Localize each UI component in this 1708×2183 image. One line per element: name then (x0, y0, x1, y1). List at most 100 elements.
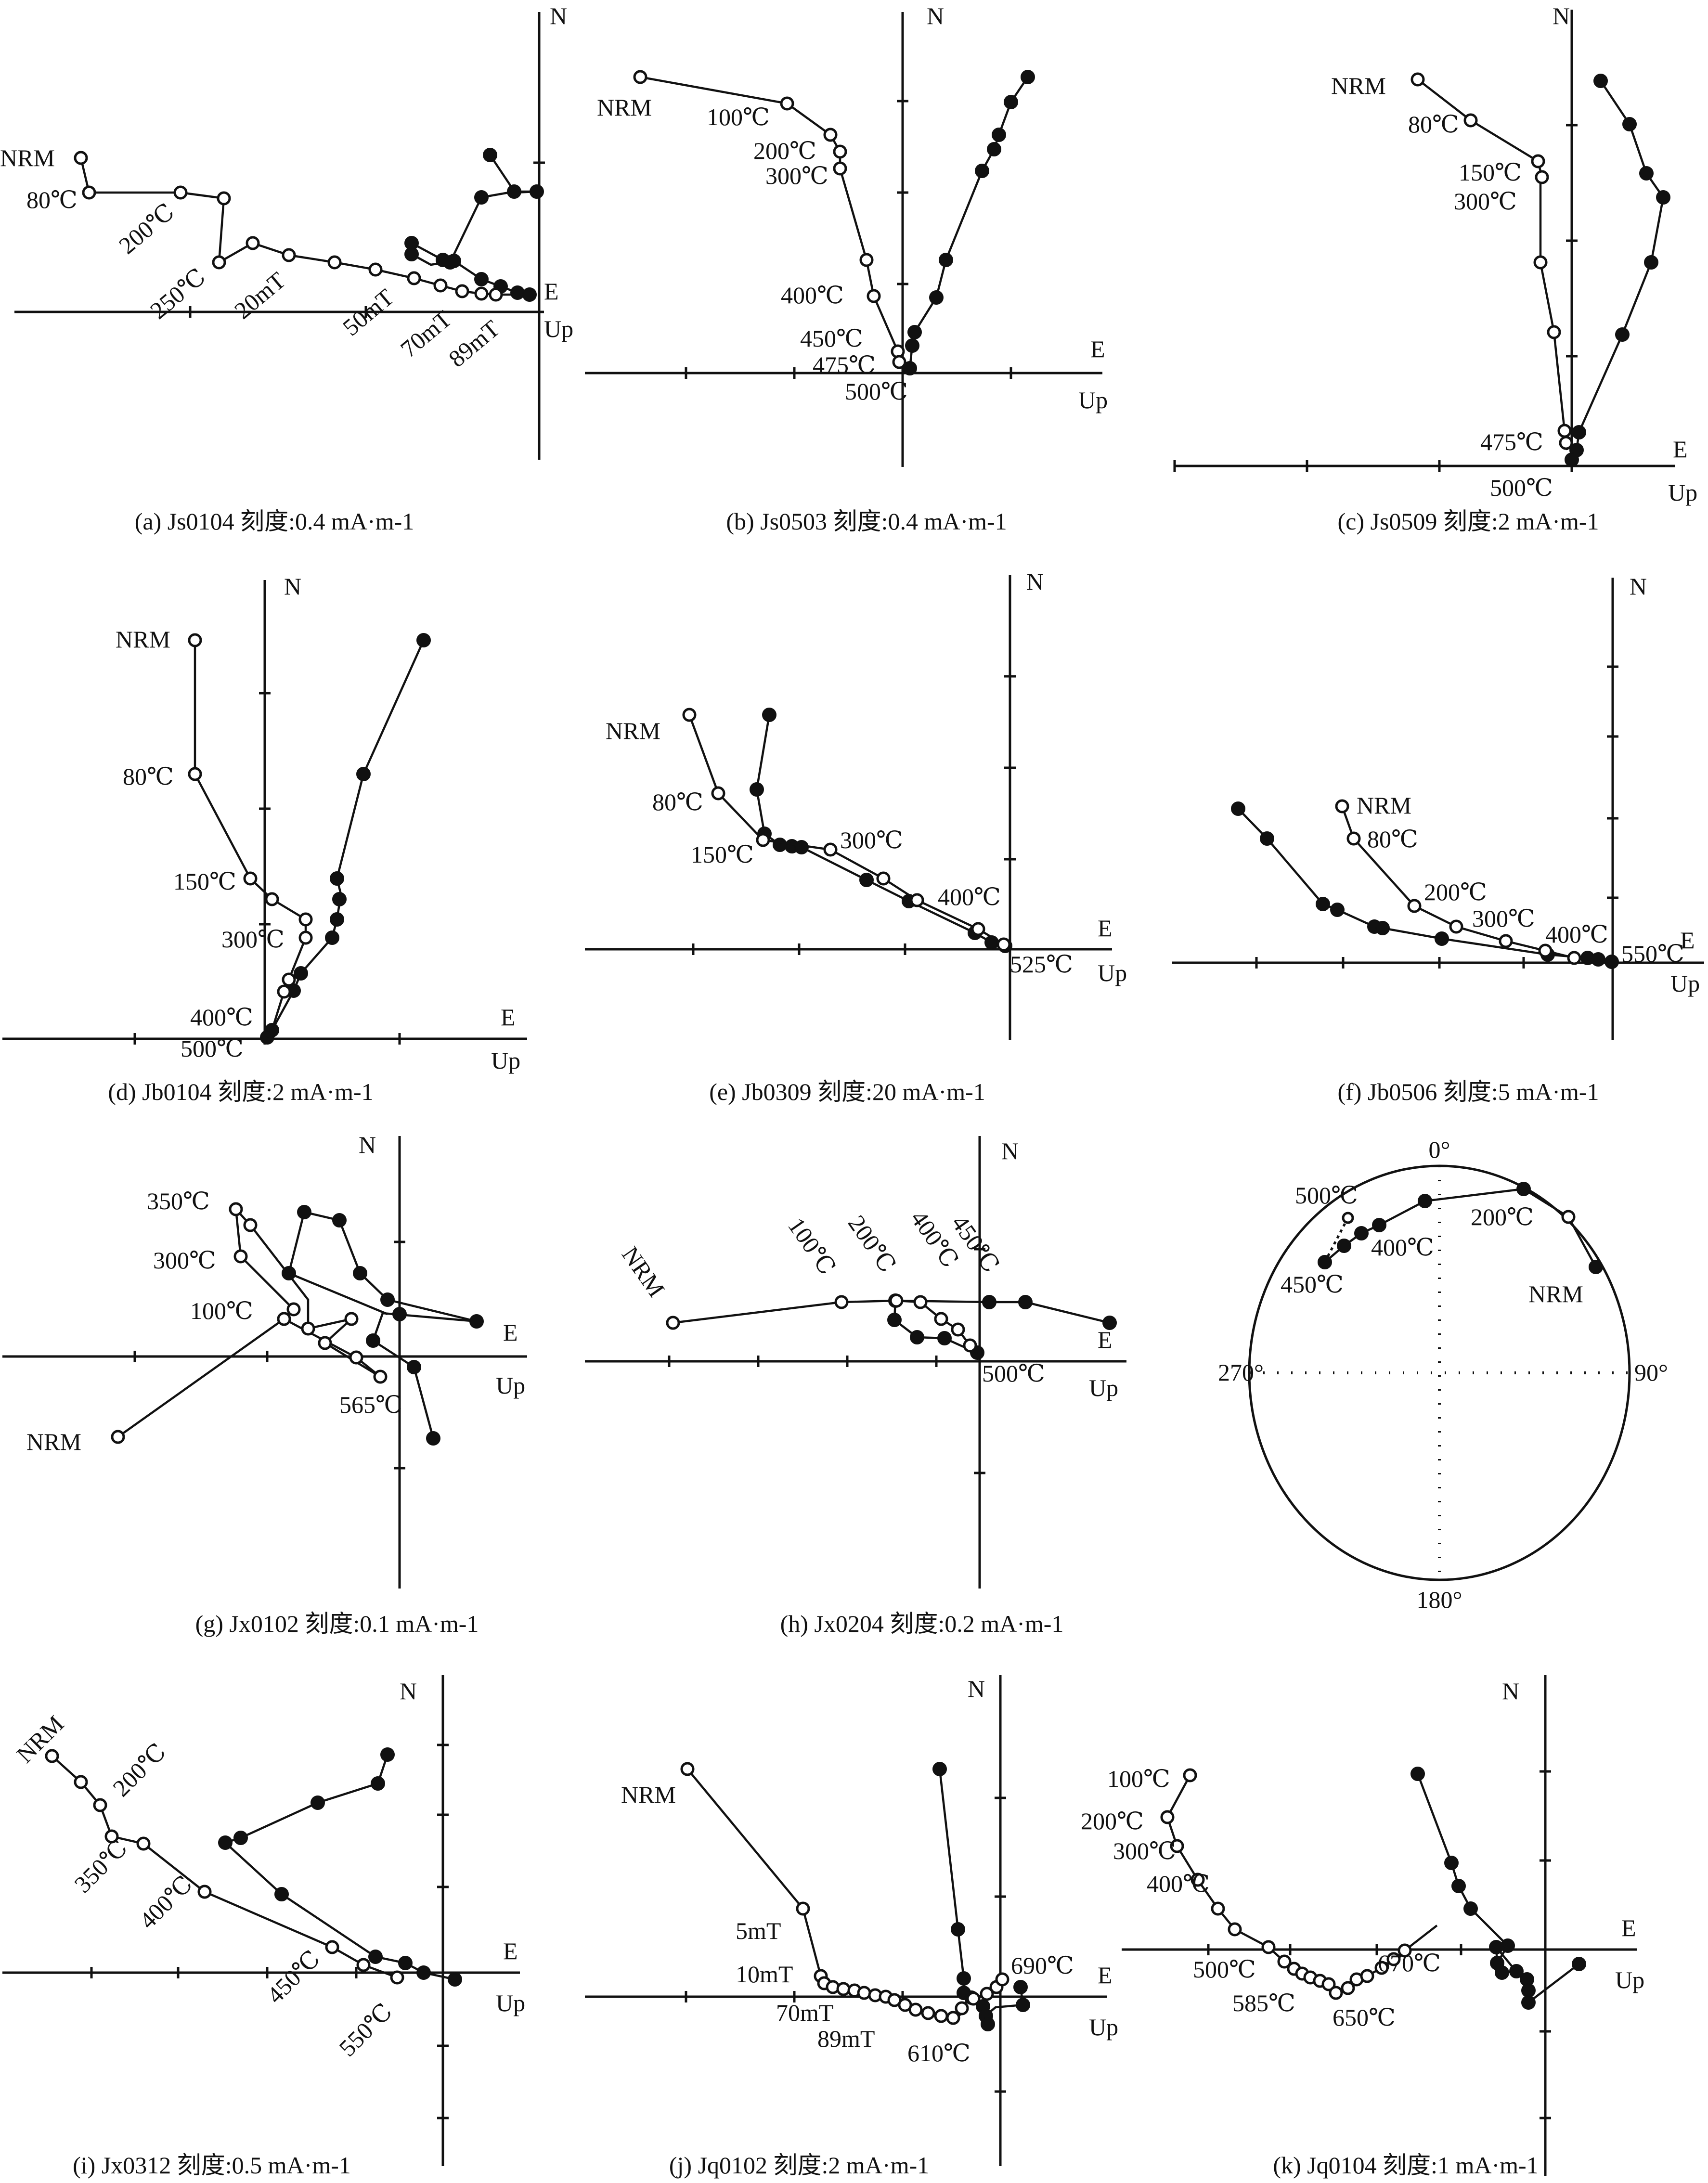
data-point (330, 871, 344, 886)
panel-k: N E Up (1081, 1675, 1644, 2179)
step-label: NRM (26, 1428, 81, 1455)
lower-hemisphere-point (1337, 1239, 1351, 1253)
horizontal-projection-line (1570, 80, 1665, 461)
step-label: NRM (597, 94, 652, 121)
data-point (1316, 897, 1330, 911)
step-label: 200℃ (107, 1738, 171, 1802)
data-point (934, 2009, 948, 2023)
step-label: 500℃ (1193, 1956, 1256, 1983)
step-label: 585℃ (1232, 1989, 1295, 2016)
data-point (1190, 1873, 1205, 1887)
step-label: 670℃ (1378, 1950, 1441, 1976)
north-label: N (1502, 1678, 1519, 1705)
data-point (344, 1312, 359, 1326)
east-label: E (501, 1004, 516, 1031)
panel-f: N E Up NRM 80℃ 200℃ (1172, 573, 1704, 1105)
data-point (510, 285, 525, 300)
data-point (74, 151, 88, 165)
east-label: E (1090, 336, 1105, 362)
data-point (982, 1295, 996, 1309)
step-label: 89mT (817, 2025, 875, 2052)
step-label: 80℃ (26, 186, 78, 213)
data-point (1533, 255, 1548, 270)
step-label: 550℃ (1621, 940, 1684, 967)
data-point (1170, 1839, 1184, 1853)
data-point (93, 1798, 107, 1812)
data-point (277, 984, 291, 999)
data-point (934, 1312, 948, 1326)
step-label: 400℃ (906, 1205, 964, 1272)
data-point (282, 972, 296, 987)
vertical-projection-line (686, 1768, 1003, 2019)
data-point (188, 767, 202, 781)
step-label: 475℃ (1480, 428, 1543, 455)
data-point (633, 70, 647, 84)
data-point (233, 1831, 248, 1845)
up-label: Up (496, 1989, 525, 2016)
step-label: 80℃ (652, 788, 703, 815)
lower-hemisphere-point (1318, 1255, 1332, 1269)
data-point (448, 1972, 462, 1987)
data-point (908, 2002, 923, 2017)
east-label: E (503, 1938, 518, 1964)
step-label: 565℃ (339, 1391, 402, 1418)
data-point (939, 253, 953, 267)
data-point (907, 325, 922, 339)
data-point (773, 838, 787, 852)
data-point (298, 930, 313, 945)
step-label: 500℃ (181, 1035, 244, 1062)
data-point (243, 871, 258, 886)
data-point (1572, 1957, 1586, 1971)
north-label: N (550, 2, 567, 29)
data-point (390, 1970, 404, 1985)
horizontal-points (903, 70, 1035, 375)
panel-i: N E Up NRM 200℃ 3 (2, 1675, 525, 2179)
data-point (992, 128, 1006, 142)
horizontal-projection-line (410, 154, 537, 296)
step-label: 550℃ (334, 1998, 397, 2062)
north-label: N (927, 2, 944, 29)
data-point (1521, 1995, 1536, 2010)
step-label: 400℃ (1147, 1870, 1210, 1897)
up-label: Up (1098, 959, 1127, 986)
data-point (1557, 424, 1572, 438)
up-label: Up (1078, 387, 1108, 413)
vertical-points (111, 1202, 388, 1444)
data-point (416, 633, 431, 647)
data-point (1604, 955, 1619, 969)
data-point (1397, 1943, 1412, 1958)
up-label: Up (1670, 970, 1700, 997)
vertical-points (1410, 72, 1573, 450)
north-label: N (1001, 1137, 1019, 1164)
data-point (921, 2006, 935, 2020)
vertical-projection-line (688, 714, 1005, 945)
data-point (823, 128, 838, 142)
data-point (1410, 72, 1425, 87)
data-point (1535, 170, 1549, 184)
data-point (407, 1360, 421, 1374)
step-label: 150℃ (1459, 159, 1522, 186)
data-point (483, 148, 497, 162)
data-point (474, 190, 489, 205)
step-label: NRM (617, 1241, 670, 1302)
step-label: 475℃ (813, 351, 876, 378)
step-label: NRM (0, 144, 55, 171)
step-label: 200℃ (1424, 878, 1487, 905)
panel-g: N E Up (2, 1131, 527, 1637)
data-point (298, 912, 313, 927)
data-point (282, 248, 296, 262)
data-point (1102, 1316, 1117, 1330)
step-label: 300℃ (1472, 905, 1535, 932)
data-point (889, 1293, 904, 1308)
stereonet-panel: 0° 90° 180° 270° 500℃ 200℃ 400℃ 450℃ NRM (1218, 1136, 1668, 1613)
north-label: N (400, 1678, 417, 1705)
data-point (265, 892, 279, 906)
data-point (966, 1991, 981, 2006)
data-point (173, 185, 188, 200)
data-point (1449, 919, 1463, 934)
data-point (859, 873, 874, 887)
north-label: N (1026, 568, 1044, 595)
data-point (1021, 70, 1035, 84)
data-point (929, 290, 944, 305)
data-point (892, 355, 906, 369)
